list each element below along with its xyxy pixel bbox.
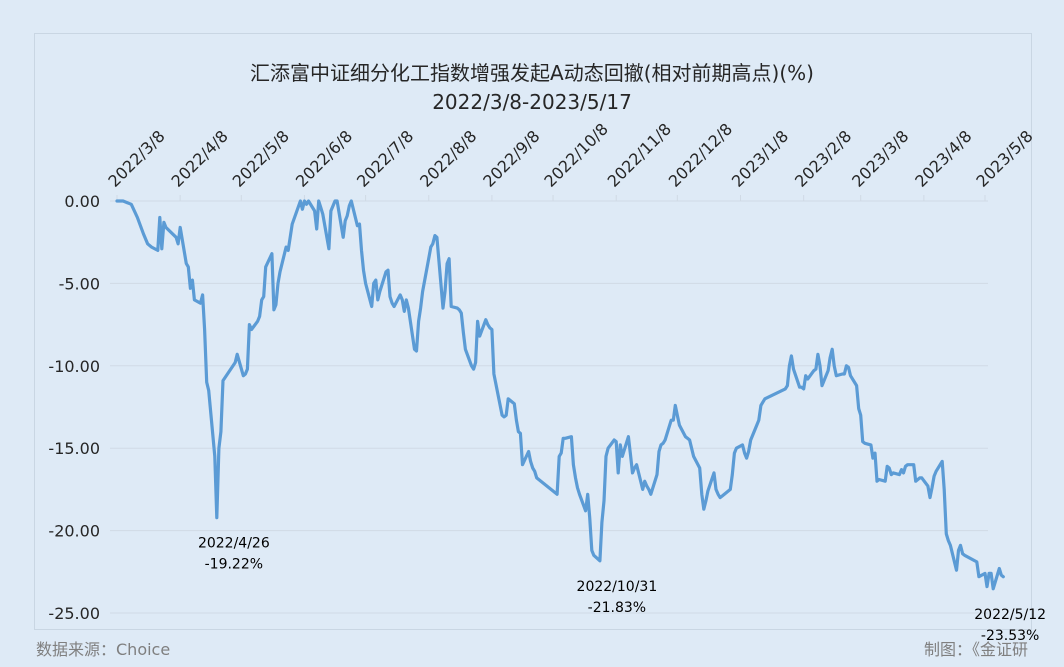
x-tick-label: 2023/2/8 [791,127,855,191]
annotation-value: -23.53% [981,628,1039,644]
plot-area-frame [34,33,1032,630]
y-tick-label: -20.00 [48,522,100,541]
series-layer [115,199,1005,591]
x-tick-label: 2023/1/8 [728,127,792,191]
annotations: 2022/4/26 -19.22% 2022/10/31 -21.83% 2022/5/… [198,536,1046,644]
x-tick-label: 2022/6/8 [292,127,356,191]
gridlines [110,195,988,614]
x-tick-label: 2023/4/8 [911,127,975,191]
x-tick-label: 2022/11/8 [604,119,675,190]
x-tick-label: 2022/3/8 [104,127,168,191]
source-note: 数据来源：Choice [36,640,171,659]
x-tick-label: 2023/3/8 [848,127,912,191]
chart-subtitle: 2022/3/8-2023/5/17 [432,90,632,114]
x-tick-label: 2022/10/8 [540,119,611,190]
y-axis-ticks: 0.00 -5.00 -10.00 -15.00 -20.00 -25.00 [48,192,100,623]
x-tick-label: 2022/5/8 [229,127,293,191]
y-tick-label: -25.00 [48,604,100,623]
y-tick-label: 0.00 [64,192,100,211]
y-tick-label: -5.00 [59,274,100,293]
made-by-note: 制图：《金证研 [923,640,1028,659]
x-tick-label: 2022/7/8 [353,127,417,191]
y-tick-label: -15.00 [48,439,100,458]
chart-title: 汇添富中证细分化工指数增强发起A动态回撤(相对前期高点)(%) [250,61,814,85]
x-tick-label: 2022/12/8 [665,119,736,190]
annotation-value: -21.83% [588,600,646,616]
x-tick-label: 2022/4/8 [168,127,232,191]
annotation-date: 2022/4/26 [198,536,270,552]
x-tick-label: 2023/5/8 [972,127,1036,191]
x-tick-label: 2022/9/8 [479,127,543,191]
annotation-value: -19.22% [205,557,263,573]
annotation-date: 2022/10/31 [577,579,658,595]
drawdown-series-line [115,199,1005,591]
x-tick-label: 2022/8/8 [416,127,480,191]
x-axis-ticks: 2022/3/82022/4/82022/5/82022/6/82022/7/8… [104,119,1036,190]
annotation-date: 2022/5/12 [974,607,1046,623]
y-tick-label: -10.00 [48,357,100,376]
